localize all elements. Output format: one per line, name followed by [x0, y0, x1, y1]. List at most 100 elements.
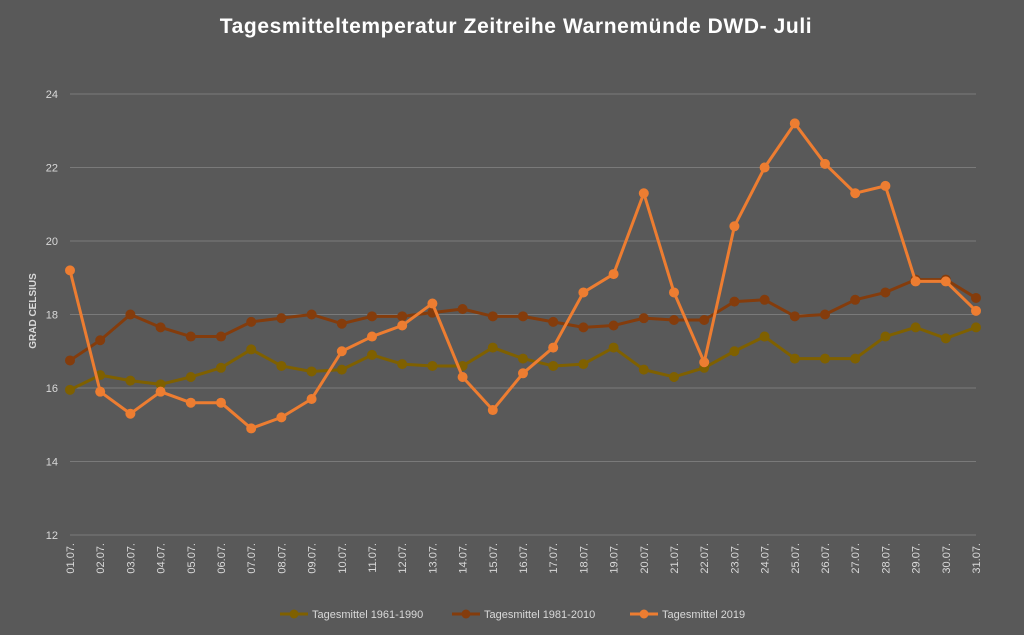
data-point[interactable] [487, 311, 498, 322]
data-point[interactable] [880, 331, 891, 342]
data-point[interactable] [276, 412, 287, 423]
data-point[interactable] [155, 386, 166, 397]
data-point[interactable] [910, 276, 921, 287]
data-point[interactable] [185, 331, 196, 342]
data-point[interactable] [246, 344, 257, 355]
data-point[interactable] [246, 423, 257, 434]
data-point[interactable] [457, 371, 468, 382]
data-point[interactable] [669, 287, 679, 298]
data-point[interactable] [155, 379, 166, 390]
data-point[interactable] [940, 276, 951, 287]
data-point[interactable] [759, 294, 770, 305]
data-point[interactable] [669, 371, 679, 382]
data-point[interactable] [185, 397, 196, 408]
data-point[interactable] [820, 309, 830, 320]
data-point[interactable] [850, 353, 861, 364]
x-tick-label: 12.07. [397, 543, 409, 574]
data-point[interactable] [427, 360, 438, 371]
y-tick-label: 22 [46, 163, 58, 175]
y-tick-label: 20 [46, 236, 58, 248]
data-point[interactable] [65, 384, 75, 395]
data-point[interactable] [397, 320, 408, 331]
data-point[interactable] [367, 349, 377, 360]
x-tick-label: 08.07. [276, 543, 288, 574]
legend-item[interactable]: Tagesmittel 2019 [630, 609, 745, 621]
data-point[interactable] [759, 331, 770, 342]
data-point[interactable] [518, 368, 528, 379]
data-point[interactable] [789, 311, 800, 322]
data-point[interactable] [789, 118, 800, 129]
data-point[interactable] [95, 335, 106, 346]
data-point[interactable] [336, 318, 347, 329]
data-point[interactable] [880, 180, 891, 191]
data-point[interactable] [971, 305, 981, 316]
data-point[interactable] [457, 303, 468, 314]
data-point[interactable] [971, 322, 981, 333]
data-point[interactable] [638, 364, 649, 375]
data-point[interactable] [397, 359, 408, 370]
data-point[interactable] [65, 265, 75, 276]
data-point[interactable] [367, 311, 377, 322]
data-point[interactable] [246, 316, 257, 327]
x-tick-label: 23.07. [729, 543, 741, 574]
data-point[interactable] [910, 322, 921, 333]
x-tick-label: 21.07. [669, 543, 681, 574]
legend-item[interactable]: Tagesmittel 1961-1990 [280, 609, 423, 621]
data-point[interactable] [487, 405, 498, 416]
data-point[interactable] [699, 315, 710, 326]
data-point[interactable] [548, 316, 559, 327]
data-point[interactable] [336, 364, 347, 375]
data-point[interactable] [729, 296, 740, 307]
data-point[interactable] [608, 320, 619, 331]
data-point[interactable] [820, 353, 830, 364]
x-axis-ticks: 01.07. 02.07. 03.07. 04.07. 05.07. 06.07. 07.0… [65, 543, 983, 574]
data-point[interactable] [548, 342, 559, 353]
data-point[interactable] [397, 311, 408, 322]
data-point[interactable] [971, 292, 981, 303]
data-point[interactable] [578, 359, 589, 370]
data-point[interactable] [608, 269, 619, 280]
data-point[interactable] [487, 342, 498, 353]
data-point[interactable] [367, 331, 377, 342]
data-point[interactable] [185, 371, 196, 382]
data-point[interactable] [518, 311, 528, 322]
x-tick-label: 15.07. [488, 543, 500, 574]
data-point[interactable] [729, 221, 740, 232]
data-point[interactable] [125, 408, 136, 419]
data-point[interactable] [608, 342, 619, 353]
data-point[interactable] [850, 294, 861, 305]
data-point[interactable] [638, 188, 649, 199]
data-point[interactable] [729, 346, 740, 357]
data-point[interactable] [940, 333, 951, 344]
data-point[interactable] [427, 298, 438, 309]
data-point[interactable] [548, 360, 559, 371]
data-point[interactable] [95, 386, 106, 397]
data-point[interactable] [518, 353, 528, 364]
data-point[interactable] [789, 353, 800, 364]
data-point[interactable] [216, 397, 226, 408]
data-point[interactable] [155, 322, 166, 333]
x-tick-label: 20.07. [639, 543, 651, 574]
data-point[interactable] [578, 322, 589, 333]
data-point[interactable] [669, 315, 679, 326]
data-point[interactable] [276, 360, 287, 371]
data-point[interactable] [125, 309, 136, 320]
data-point[interactable] [276, 313, 287, 324]
data-point[interactable] [216, 331, 226, 342]
data-point[interactable] [306, 394, 317, 405]
data-point[interactable] [216, 362, 226, 373]
data-point[interactable] [336, 346, 347, 357]
data-point[interactable] [759, 162, 770, 173]
data-point[interactable] [880, 287, 891, 298]
legend-item[interactable]: Tagesmittel 1981-2010 [452, 609, 595, 621]
data-point[interactable] [850, 188, 861, 199]
data-point[interactable] [306, 309, 317, 320]
data-point[interactable] [125, 375, 136, 386]
data-point[interactable] [65, 355, 75, 366]
data-point[interactable] [820, 158, 830, 169]
data-point[interactable] [638, 313, 649, 324]
data-point[interactable] [306, 366, 317, 377]
data-point[interactable] [699, 357, 710, 368]
x-tick-label: 27.07. [850, 543, 862, 574]
data-point[interactable] [578, 287, 589, 298]
